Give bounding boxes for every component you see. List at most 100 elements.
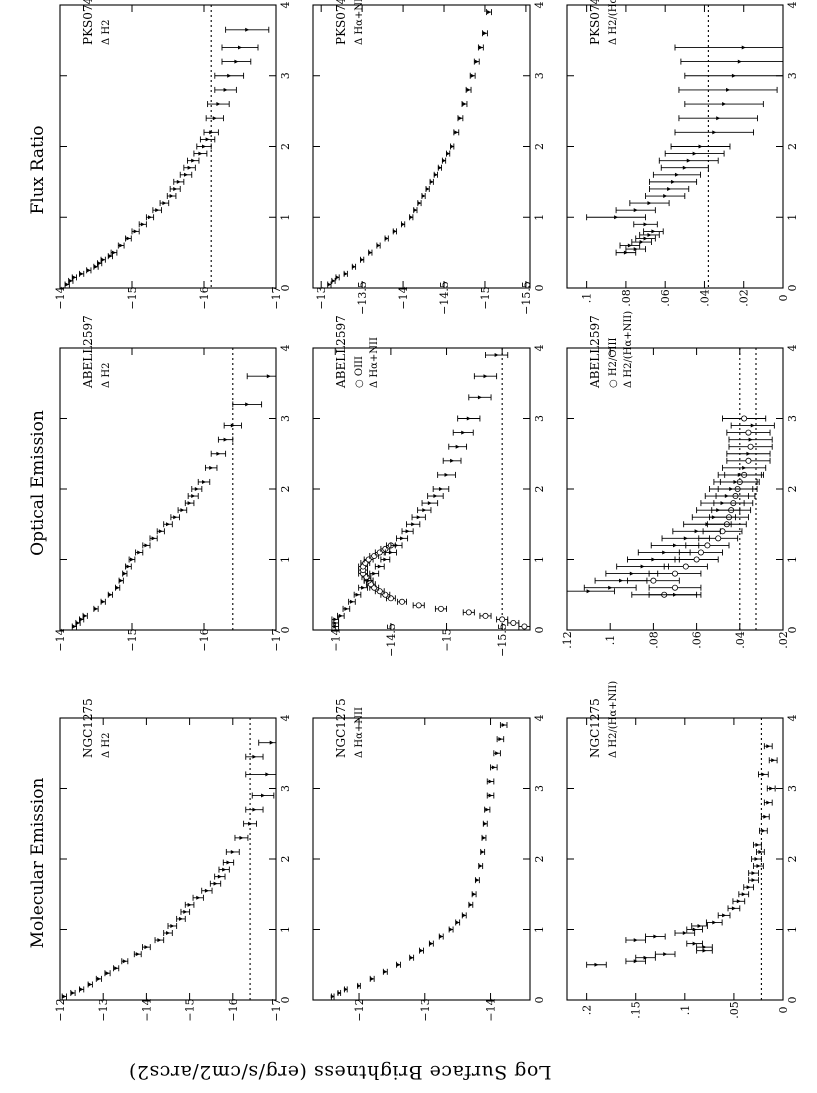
data-point: [745, 429, 752, 436]
data-point: [148, 215, 152, 220]
data-point: [771, 758, 776, 763]
panel-ngc1275-optical: 0 1 2 3 4 −12 −13 −14 NGC1275 Δ Hα+NII: [312, 698, 546, 1022]
panel-pks0745-molecular: 0 1 2 3 4 −14 −15 −16 −17 PKS0745-191 Δ H2: [54, 0, 292, 310]
data-point: [747, 443, 754, 450]
y-tick-label: .05: [728, 1001, 741, 1019]
data-point: [72, 624, 77, 629]
x-tick-label: 2: [533, 143, 546, 150]
legend-entry: Δ Hα+NII: [354, 0, 365, 45]
data-point: [694, 529, 699, 534]
y-tick-label: −17: [270, 286, 283, 309]
data-point: [673, 592, 677, 597]
data-point: [741, 892, 746, 897]
data-point: [126, 564, 131, 569]
y-tick-label: −14: [54, 286, 67, 309]
panel-object-label: NGC1275: [81, 698, 95, 758]
data-point: [239, 835, 244, 840]
data-point: [716, 116, 721, 121]
x-tick-label: 0: [533, 997, 546, 1004]
legend-entry: Δ Hα+NII: [354, 707, 365, 758]
data-point: [468, 902, 473, 907]
data-point: [433, 172, 438, 177]
y-tick-label: .04: [734, 631, 747, 649]
data-point: [65, 282, 70, 287]
data-point: [643, 955, 648, 960]
data-point: [662, 550, 667, 555]
data-point: [114, 966, 119, 971]
data-point: [212, 116, 217, 121]
data-point: [756, 864, 761, 869]
data-point: [94, 606, 98, 611]
data-point: [234, 59, 239, 64]
x-tick-label: 3: [279, 72, 292, 79]
plot-frame: [312, 4, 531, 289]
data-point: [716, 508, 721, 513]
x-tick-label: 0: [786, 627, 799, 634]
data-point: [427, 501, 432, 506]
plot-frame: [312, 347, 531, 631]
series-h2-h-nii-: [566, 422, 775, 598]
series-h2: [71, 373, 277, 630]
data-point: [130, 557, 134, 562]
y-tick-label: −16: [198, 628, 211, 651]
data-point: [633, 938, 638, 943]
y-tick-label: −15: [126, 286, 139, 309]
data-point: [482, 31, 487, 36]
data-point: [455, 920, 460, 925]
data-point: [337, 990, 342, 995]
data-point: [651, 229, 656, 234]
data-point: [495, 751, 500, 756]
data-point: [755, 842, 760, 847]
data-point: [671, 179, 676, 184]
data-point: [357, 983, 362, 988]
x-tick-label: 4: [279, 345, 292, 352]
data-point: [462, 102, 467, 107]
data-point: [751, 878, 756, 883]
data-point: [439, 934, 444, 939]
panel-abell2597-ratio: 0 1 2 3 4 .02 .04 .06 .08 .1 .12 ABELL2597 ○ H2/OIII…: [561, 311, 799, 649]
data-point: [209, 130, 214, 135]
data-point: [213, 881, 218, 886]
data-point: [108, 592, 113, 597]
panel-ngc1275-ratio: 0 1 2 3 4 0 .05 .1 .15 .2 NGC1275 Δ H2/(Hα+NII): [566, 681, 799, 1019]
data-point: [409, 955, 414, 960]
data-point: [415, 602, 422, 609]
data-point: [438, 487, 443, 491]
data-point: [693, 556, 700, 563]
data-point: [173, 186, 178, 191]
data-point: [586, 589, 591, 594]
data-point: [409, 215, 414, 220]
data-point: [647, 201, 652, 206]
panel-abell2597-molecular: 0 1 2 3 4 −14 −15 −16 −17 ABELL2597 Δ H2: [54, 315, 292, 651]
y-tick-label: .15: [630, 1001, 643, 1019]
data-point: [653, 934, 658, 939]
y-tick-label: −13: [315, 286, 328, 309]
x-tick-label: 0: [786, 997, 799, 1004]
data-point: [673, 543, 677, 548]
data-point: [627, 243, 632, 248]
data-point: [692, 941, 697, 946]
data-point: [667, 186, 672, 191]
data-point: [119, 578, 124, 583]
data-point: [442, 158, 447, 163]
data-point: [230, 423, 235, 428]
data-point: [614, 215, 619, 220]
x-tick-label: 3: [533, 415, 546, 422]
data-point: [97, 261, 102, 266]
data-point: [421, 194, 426, 199]
data-point: [458, 116, 463, 121]
panel-object-label: ABELL2597: [588, 315, 602, 389]
y-tick-label: −14: [329, 628, 342, 651]
y-tick-label: .06: [691, 631, 704, 649]
data-point: [202, 144, 206, 149]
y-tick-label: −14.5: [385, 623, 398, 657]
plot-frame: [59, 347, 277, 631]
data-point: [344, 606, 349, 611]
x-tick-label: 3: [279, 785, 292, 792]
data-point: [742, 465, 747, 470]
data-point: [745, 457, 752, 464]
x-tick-label: 1: [533, 556, 546, 563]
y-tick-label: −15: [126, 628, 139, 651]
data-point: [483, 821, 488, 826]
data-point: [686, 158, 691, 163]
